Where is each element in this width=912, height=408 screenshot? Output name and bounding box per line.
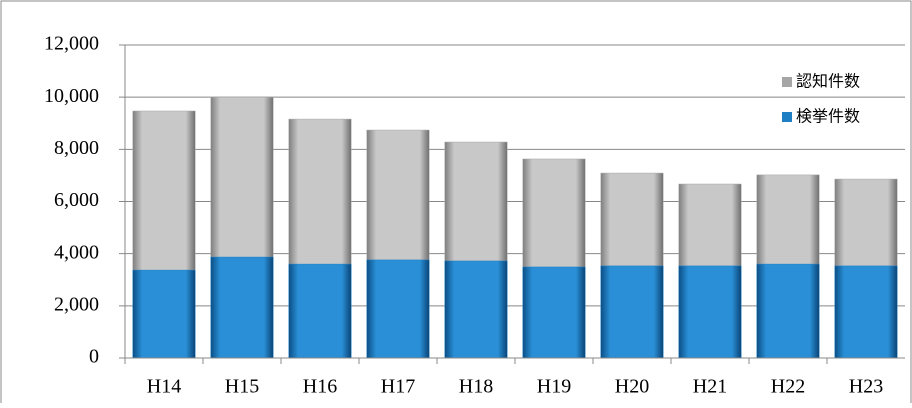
y-tick-label: 8,000 — [54, 137, 99, 159]
bar — [288, 263, 352, 359]
legend-swatch — [782, 112, 792, 122]
bar — [366, 259, 430, 359]
legend-label: 検挙件数 — [796, 107, 860, 126]
x-tick-label: H17 — [381, 376, 415, 398]
bar — [600, 265, 664, 359]
legend-swatch — [782, 77, 792, 87]
bar — [444, 260, 508, 359]
y-tick-label: 6,000 — [54, 189, 99, 211]
bar — [522, 266, 586, 359]
x-tick-label: H22 — [771, 376, 805, 398]
x-tick-label: H21 — [693, 376, 727, 398]
x-tick-label: H19 — [537, 376, 571, 398]
y-tick-label: 2,000 — [54, 293, 99, 315]
x-tick-label: H20 — [615, 376, 649, 398]
bar — [132, 269, 196, 359]
bar — [756, 263, 820, 359]
x-tick-label: H18 — [459, 376, 493, 398]
bar — [834, 265, 898, 359]
y-tick-label: 12,000 — [44, 33, 99, 55]
bar — [678, 265, 742, 359]
bar — [210, 256, 274, 359]
x-tick-label: H23 — [849, 376, 883, 398]
y-tick-label: 10,000 — [44, 85, 99, 107]
x-tick-label: H14 — [147, 376, 181, 398]
y-tick-label: 4,000 — [54, 241, 99, 263]
x-tick-label: H16 — [303, 376, 337, 398]
legend-label: 認知件数 — [796, 72, 860, 91]
x-tick-label: H15 — [225, 376, 259, 398]
y-tick-label: 0 — [89, 346, 99, 368]
